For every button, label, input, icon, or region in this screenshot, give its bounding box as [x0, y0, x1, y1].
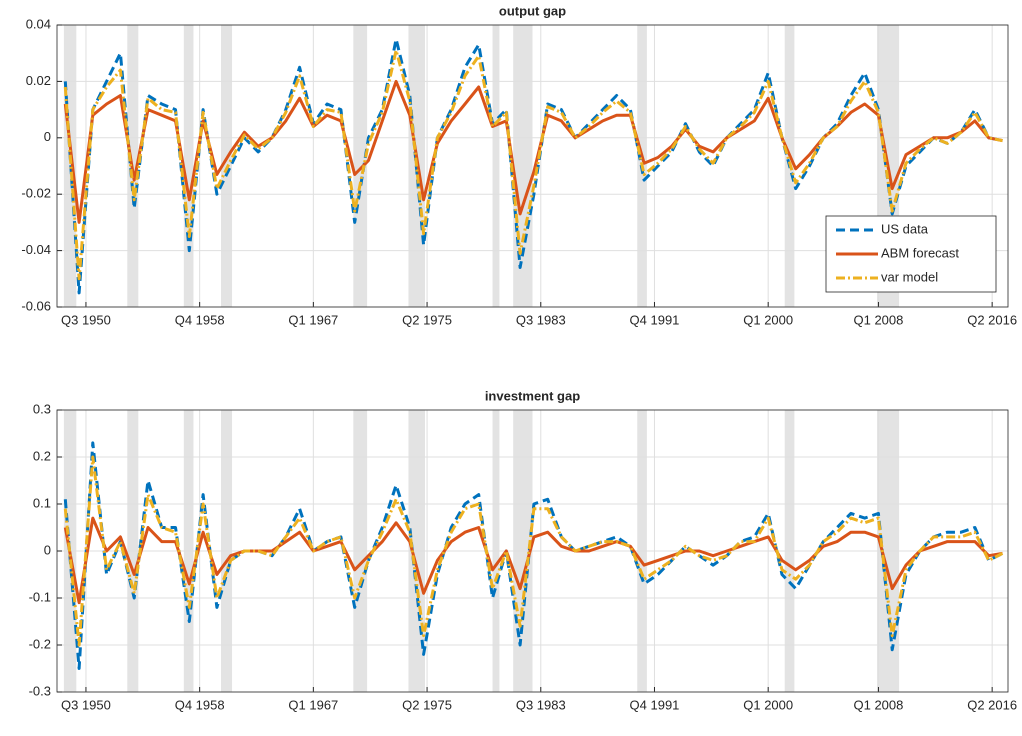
- legend-label: US data: [881, 221, 929, 236]
- y-tick-label: -0.2: [29, 636, 51, 651]
- x-tick-label: Q3 1950: [61, 697, 111, 712]
- x-tick-label: Q4 1958: [175, 312, 225, 327]
- y-tick-label: -0.02: [21, 186, 51, 201]
- x-tick-label: Q2 2016: [967, 312, 1017, 327]
- series-line: [63, 441, 1004, 670]
- y-tick-label: -0.04: [21, 242, 51, 257]
- axes-box: [56, 409, 1009, 693]
- legend-label: var model: [881, 269, 938, 284]
- series-line: [63, 516, 1003, 605]
- chart-title: output gap: [499, 3, 566, 18]
- x-tick-label: Q1 2008: [854, 312, 904, 327]
- x-tick-label: Q4 1991: [630, 312, 680, 327]
- y-tick-label: 0.1: [33, 495, 51, 510]
- y-tick-label: -0.06: [21, 298, 51, 313]
- y-tick-label: 0.3: [33, 401, 51, 416]
- x-tick-label: Q2 1975: [402, 312, 452, 327]
- x-tick-label: Q3 1950: [61, 312, 111, 327]
- series-line: [63, 37, 1003, 295]
- chart-title: investment gap: [485, 388, 580, 403]
- series-line: [63, 79, 1003, 224]
- x-tick-label: Q4 1991: [630, 697, 680, 712]
- x-tick-label: Q3 1983: [516, 697, 566, 712]
- y-tick-label: -0.3: [29, 683, 51, 698]
- x-tick-label: Q1 2000: [743, 312, 793, 327]
- y-tick-label: 0: [44, 542, 51, 557]
- x-tick-label: Q1 2000: [743, 697, 793, 712]
- y-tick-label: 0.04: [26, 16, 51, 31]
- x-tick-label: Q1 1967: [288, 697, 338, 712]
- recession-band: [183, 25, 194, 307]
- x-tick-label: Q1 1967: [288, 312, 338, 327]
- y-tick-label: 0: [44, 129, 51, 144]
- series-line: [63, 48, 1003, 281]
- recession-band: [353, 25, 368, 307]
- series-line: [63, 455, 1004, 647]
- x-tick-label: Q3 1983: [516, 312, 566, 327]
- axes-box: [56, 24, 1009, 308]
- y-tick-label: -0.1: [29, 589, 51, 604]
- recession-band: [492, 25, 500, 307]
- x-tick-label: Q4 1958: [175, 697, 225, 712]
- x-tick-label: Q2 2016: [967, 697, 1017, 712]
- x-tick-label: Q1 2008: [854, 697, 904, 712]
- y-tick-label: 0.2: [33, 448, 51, 463]
- recession-band: [513, 25, 533, 307]
- legend-label: ABM forecast: [881, 245, 959, 260]
- y-tick-label: 0.02: [26, 73, 51, 88]
- x-tick-label: Q2 1975: [402, 697, 452, 712]
